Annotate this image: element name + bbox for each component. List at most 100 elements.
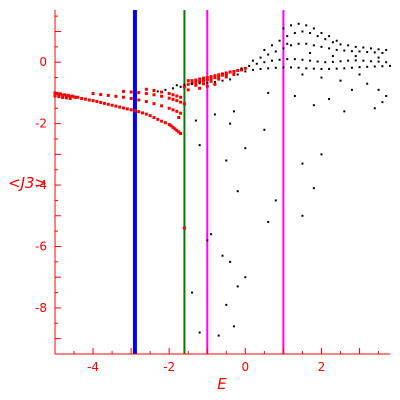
data-point xyxy=(175,109,179,113)
data-point xyxy=(320,76,323,79)
data-point xyxy=(183,83,186,86)
data-point xyxy=(55,92,59,96)
data-point xyxy=(66,93,70,97)
data-point xyxy=(175,84,178,87)
data-point xyxy=(358,66,361,69)
data-point xyxy=(282,47,285,50)
data-point xyxy=(194,119,197,122)
data-point xyxy=(309,32,312,35)
data-point xyxy=(209,79,213,83)
data-point xyxy=(186,79,190,83)
data-point xyxy=(201,76,205,80)
data-point xyxy=(270,59,273,62)
data-point xyxy=(305,24,308,27)
data-point xyxy=(286,35,289,38)
data-point xyxy=(152,102,156,106)
data-point xyxy=(312,27,315,30)
data-point xyxy=(305,67,308,70)
data-point xyxy=(274,199,277,202)
data-point xyxy=(301,30,304,33)
data-point xyxy=(377,88,380,91)
data-point xyxy=(59,92,63,96)
data-point xyxy=(224,72,228,76)
data-point xyxy=(309,52,312,54)
data-point xyxy=(225,159,228,162)
data-point xyxy=(320,67,323,70)
data-point xyxy=(301,162,304,165)
data-point xyxy=(76,95,80,99)
y-tick-label: -2 xyxy=(35,117,47,131)
data-point xyxy=(137,110,141,114)
data-point xyxy=(312,104,315,107)
data-point xyxy=(229,122,232,125)
data-point xyxy=(286,42,289,45)
data-point xyxy=(99,92,103,96)
data-point xyxy=(358,73,361,76)
data-point xyxy=(206,81,209,84)
data-point xyxy=(293,32,296,35)
data-point xyxy=(286,58,289,61)
data-point xyxy=(354,45,357,48)
data-point xyxy=(335,48,338,51)
data-point xyxy=(177,116,181,119)
data-point xyxy=(221,73,224,77)
data-point xyxy=(297,66,300,69)
data-point xyxy=(232,110,235,113)
data-point xyxy=(331,55,334,58)
data-point xyxy=(160,90,164,94)
data-point xyxy=(320,45,323,48)
x-tick-label: -4 xyxy=(87,360,99,374)
data-point xyxy=(385,95,388,97)
data-point xyxy=(64,94,68,98)
data-point xyxy=(129,90,133,94)
data-point xyxy=(381,52,384,54)
data-point xyxy=(194,83,198,87)
data-point xyxy=(335,67,338,70)
data-point xyxy=(232,69,236,73)
data-point xyxy=(263,48,266,51)
data-point xyxy=(377,48,380,51)
data-point xyxy=(167,106,171,110)
data-point xyxy=(324,38,327,41)
data-point xyxy=(225,303,228,306)
data-point xyxy=(156,117,160,121)
data-point xyxy=(335,39,338,42)
data-point xyxy=(182,226,186,230)
data-point xyxy=(152,116,156,119)
data-point xyxy=(354,55,357,58)
data-point xyxy=(198,82,201,85)
data-point xyxy=(122,89,126,93)
data-point xyxy=(160,119,164,123)
data-point xyxy=(236,285,239,288)
data-point xyxy=(244,276,247,279)
axes: -4 -2 0 2 0 -2 -4 -6 -8 xyxy=(35,10,390,374)
data-point xyxy=(228,70,232,74)
vertical-lines xyxy=(132,10,285,354)
data-point xyxy=(171,97,175,101)
data-point xyxy=(83,97,87,101)
data-point xyxy=(297,42,300,45)
data-point xyxy=(179,85,182,88)
data-point xyxy=(316,60,319,63)
data-point xyxy=(350,66,353,69)
data-point xyxy=(129,108,133,112)
data-point xyxy=(320,153,323,156)
data-point xyxy=(179,111,183,115)
series-0 xyxy=(53,66,247,230)
data-point xyxy=(122,106,126,110)
y-axis-title: <J3> xyxy=(8,174,47,192)
data-point xyxy=(221,254,224,257)
data-point xyxy=(167,123,171,127)
data-point xyxy=(213,74,217,78)
data-point xyxy=(324,61,327,64)
data-point xyxy=(362,46,365,49)
data-point xyxy=(373,107,376,110)
data-point xyxy=(240,67,243,70)
data-point xyxy=(282,27,285,30)
data-point xyxy=(205,76,209,80)
data-point xyxy=(173,127,177,131)
x-axis-title: E xyxy=(217,375,227,393)
data-point xyxy=(236,190,239,193)
data-point xyxy=(328,35,331,38)
